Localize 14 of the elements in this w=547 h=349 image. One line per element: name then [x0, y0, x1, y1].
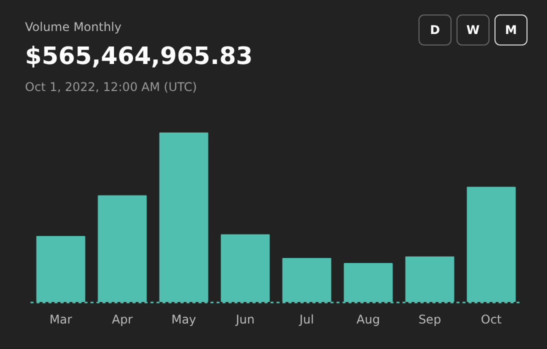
x-tick-label: Apr	[112, 312, 133, 326]
x-tick-label: Jun	[234, 312, 255, 326]
text: Oct 1, 2022, 12:00 AM (UTC)	[25, 80, 197, 94]
chart-subtitle: $565,464,965.83	[25, 42, 253, 70]
x-tick-label: Mar	[49, 312, 72, 326]
x-tick-label: Jul	[298, 312, 314, 326]
x-tick-label: Sep	[418, 312, 442, 326]
chart-title: Volume Monthly	[25, 20, 122, 34]
x-tick-label: Oct	[480, 312, 502, 326]
text: D	[430, 23, 440, 37]
text: M	[505, 23, 517, 37]
text: W	[466, 23, 480, 37]
x-tick-label: May	[171, 312, 196, 326]
x-tick-label: Aug	[356, 312, 380, 326]
